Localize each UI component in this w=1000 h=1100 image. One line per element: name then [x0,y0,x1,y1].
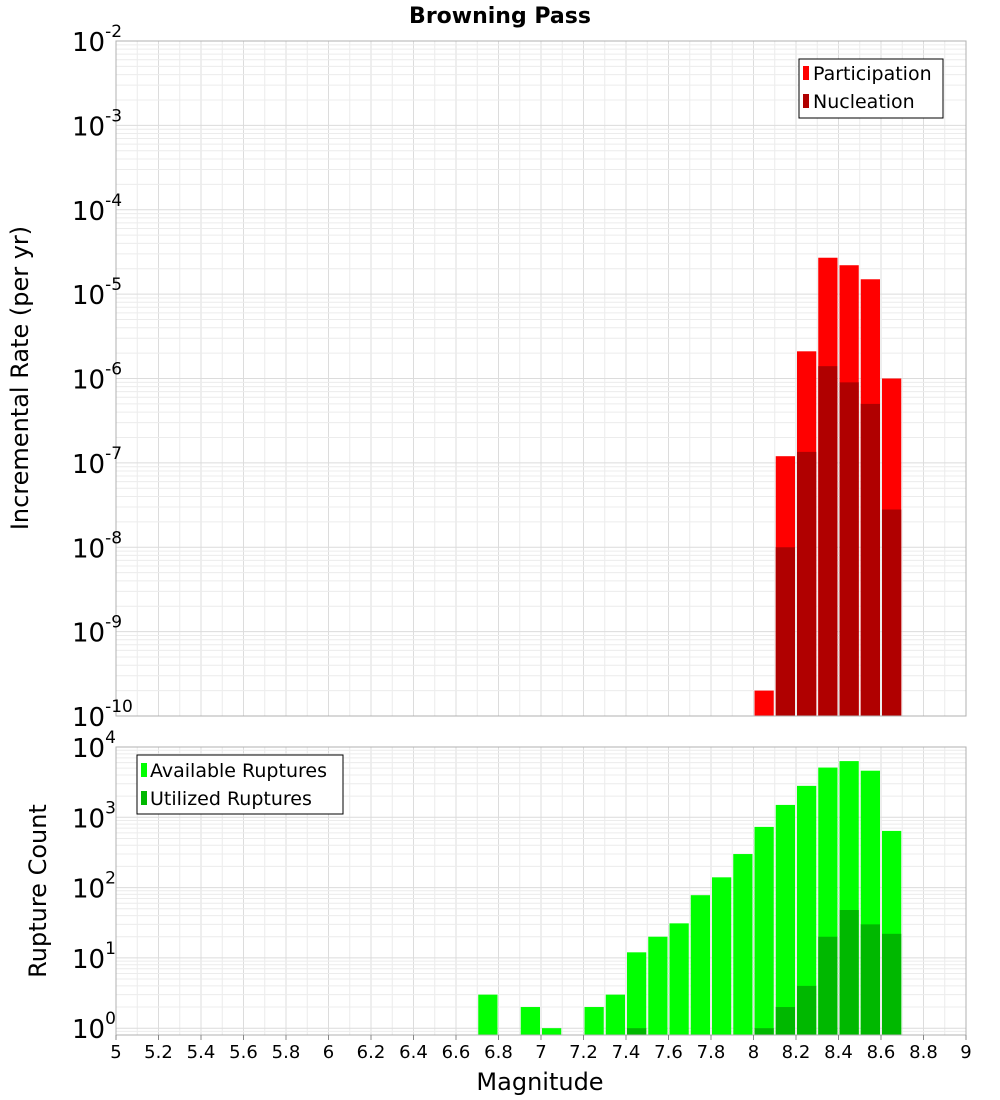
x-tick-label: 6.8 [484,1042,513,1063]
count-available-ruptures-bar [478,994,498,1035]
count-y-tick-label: 101 [72,939,116,975]
x-tick-label: 8.4 [824,1042,853,1063]
rate-y-tick-label: 10-9 [72,613,122,649]
rate-nucleation-bar [818,366,838,716]
nucleation-legend-swatch [803,94,809,108]
x-tick-label: 6.2 [357,1042,386,1063]
x-tick-label: 5.6 [229,1042,258,1063]
x-tick-label: 5 [110,1042,121,1063]
x-axis-label: Magnitude [476,1068,603,1096]
rate-nucleation-bar [882,509,902,716]
rate-plot-frame [115,40,967,717]
count-available-ruptures-bar [584,1007,604,1035]
nucleation-legend-label: Nucleation [813,91,915,113]
x-tick-label: 7.4 [612,1042,641,1063]
count-available-ruptures-bar [605,994,625,1035]
x-tick-label: 8 [748,1042,759,1063]
rate-nucleation-bar [839,382,859,716]
x-tick-label: 7.6 [654,1042,683,1063]
rate-y-tick-label: 10-2 [72,22,122,58]
utilized-legend-swatch [141,791,147,805]
rate-y-tick-label: 10-5 [72,275,122,311]
count-utilized-ruptures-bar [775,1007,795,1035]
rate-participation-bar [754,690,774,716]
count-utilized-ruptures-bar [860,924,880,1035]
x-tick-label: 6 [323,1042,334,1063]
available-legend-swatch [141,763,147,777]
count-available-ruptures-bar [648,936,668,1035]
count-y-tick-label: 104 [72,728,116,764]
rate-legend: Participation Nucleation [798,58,944,119]
x-tick-label: 5.8 [272,1042,301,1063]
count-available-ruptures-bar [712,877,732,1035]
x-tick-label: 9 [960,1042,971,1063]
participation-legend-swatch [803,66,809,80]
count-available-ruptures-bar [627,952,647,1035]
count-utilized-ruptures-bar [839,910,859,1035]
count-legend: Available Ruptures Utilized Ruptures [136,754,344,815]
rate-nucleation-bar [860,403,880,716]
rate-y-tick-label: 10-7 [72,444,122,480]
count-available-ruptures-bar [797,785,817,1035]
available-legend-label: Available Ruptures [150,760,327,782]
count-available-ruptures-bar [542,1028,562,1035]
count-available-ruptures-bar [733,854,753,1035]
count-y-axis-label: Rupture Count [24,804,52,978]
rate-y-tick-label: 10-6 [72,360,122,396]
count-available-ruptures-bar [690,895,710,1035]
x-tick-label: 7.2 [569,1042,598,1063]
count-available-ruptures-bar [754,826,774,1035]
count-y-tick-label: 100 [72,1009,116,1045]
count-available-ruptures-bar [775,804,795,1035]
chart-title: Browning Pass [409,4,591,29]
rate-chart: 10-10 10-9 10-8 10-7 10-6 10-5 10-4 10-3 10-2 In… [6,22,967,733]
count-available-ruptures-bar [520,1007,540,1035]
rate-y-axis-label: Incremental Rate (per yr) [6,226,34,530]
count-available-ruptures-bar [669,923,689,1035]
participation-legend-label: Participation [813,63,932,85]
count-utilized-ruptures-bar [797,985,817,1035]
count-utilized-ruptures-bar [818,936,838,1035]
count-utilized-ruptures-bar [627,1028,647,1035]
x-tick-label: 6.4 [399,1042,428,1063]
x-tick-label: 7 [535,1042,546,1063]
x-tick-label: 8.8 [909,1042,938,1063]
count-y-tick-label: 103 [72,798,116,834]
rate-nucleation-bar [775,547,795,716]
x-tick-label: 6.6 [442,1042,471,1063]
x-tick-label: 5.2 [144,1042,173,1063]
count-utilized-ruptures-bar [882,933,902,1035]
count-y-tick-label: 102 [72,869,116,905]
x-tick-label: 8.2 [782,1042,811,1063]
rate-nucleation-bar [797,451,817,716]
x-tick-label: 8.6 [867,1042,896,1063]
x-tick-label: 7.8 [697,1042,726,1063]
count-chart: 100 101 102 103 104 5 5.2 5.4 5.6 5.8 6 6.2 6.4 6.6 6… [24,728,972,1096]
rate-y-tick-label: 10-8 [72,528,122,564]
x-tick-label: 5.4 [187,1042,216,1063]
rate-y-tick-label: 10-4 [72,191,122,227]
utilized-legend-label: Utilized Ruptures [150,788,312,810]
rate-y-tick-label: 10-10 [72,697,133,733]
rate-y-tick-label: 10-3 [72,106,122,142]
count-utilized-ruptures-bar [754,1028,774,1035]
